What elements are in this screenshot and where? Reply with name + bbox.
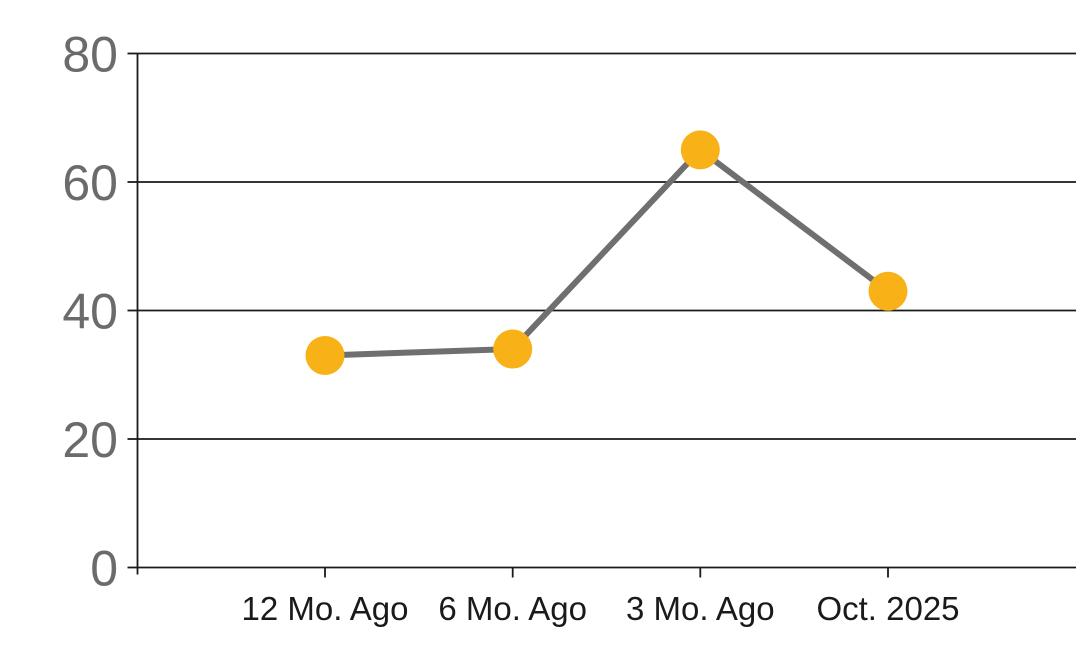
x-axis-tick-label: 12 Mo. Ago	[242, 590, 409, 627]
data-point-marker	[305, 335, 345, 375]
y-axis-tick-label: 40	[62, 284, 118, 340]
data-point-marker	[493, 329, 533, 369]
y-axis-tick-label: 80	[62, 27, 118, 83]
y-axis-tick-label: 0	[90, 541, 118, 597]
x-axis-tick-label: 6 Mo. Ago	[438, 590, 587, 627]
y-axis-tick-label: 60	[62, 155, 118, 211]
y-axis-tick-label: 20	[62, 412, 118, 468]
x-axis-tick-label: Oct. 2025	[816, 590, 959, 627]
series-line	[322, 145, 891, 359]
x-axis-tick-label: 3 Mo. Ago	[626, 590, 775, 627]
data-point-marker	[680, 130, 720, 170]
data-point-marker	[868, 271, 908, 311]
